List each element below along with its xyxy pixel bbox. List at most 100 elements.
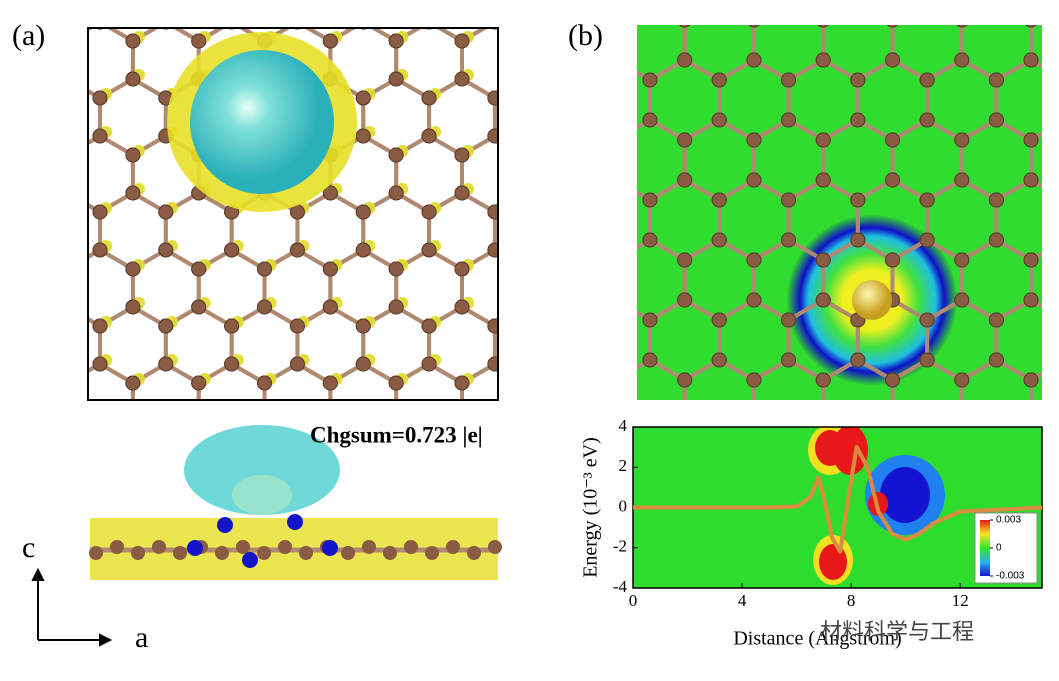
bond: [493, 362, 498, 369]
atom: [487, 356, 498, 372]
charge-lobe: [100, 12, 112, 24]
atom: [27, 243, 41, 257]
atom: [487, 318, 498, 334]
charge-lobe: [67, 69, 79, 81]
atom: [322, 185, 338, 201]
atom: [608, 293, 622, 307]
atom: [388, 71, 404, 87]
atom: [92, 318, 108, 334]
atom: [488, 433, 502, 447]
atom: [554, 15, 568, 29]
bond: [546, 360, 581, 380]
bond: [166, 421, 199, 440]
charge-lobe: [232, 12, 244, 24]
bond: [528, 307, 561, 326]
atom: [574, 73, 588, 87]
atom: [954, 252, 970, 268]
bond: [34, 250, 67, 269]
atom: [125, 261, 141, 277]
atom: [92, 242, 108, 258]
atom: [608, 373, 622, 387]
atom: [191, 299, 207, 315]
atom: [355, 356, 371, 372]
atom: [554, 205, 568, 219]
atom: [355, 128, 371, 144]
atom: [467, 546, 481, 560]
atom: [521, 376, 535, 390]
atom: [292, 28, 302, 30]
charge-lobe: [528, 31, 540, 43]
atom: [292, 28, 302, 30]
atom: [608, 53, 622, 67]
charge-lobe: [166, 430, 178, 442]
charge-lobe: [495, 12, 507, 24]
atom: [454, 375, 470, 391]
charge-lobe: [67, 259, 79, 271]
bond: [34, 307, 67, 326]
atom: [60, 262, 74, 276]
atom: [885, 413, 899, 427]
bond: [858, 0, 893, 20]
atom: [920, 0, 934, 7]
charge-lobe: [363, 12, 375, 24]
atom: [27, 129, 41, 143]
charge-lobe: [528, 69, 540, 81]
atom: [487, 128, 498, 144]
atom: [919, 72, 935, 88]
charge-lobe: [265, 411, 277, 423]
charge-lobe: [297, 12, 309, 24]
atom: [677, 132, 693, 148]
panel-label: (a): [12, 19, 45, 52]
bond: [996, 0, 1031, 20]
atom: [956, 25, 968, 28]
atom: [884, 132, 900, 148]
atom: [227, 28, 237, 30]
atom: [642, 312, 658, 328]
atom: [850, 112, 866, 128]
charge-lobe: [528, 259, 540, 271]
y-tick-label: 0: [619, 496, 628, 515]
atom: [0, 300, 8, 314]
atom: [454, 261, 470, 277]
charge-lobe: [100, 12, 112, 24]
atom: [0, 34, 8, 48]
charge-lobe: [561, 202, 573, 214]
charge-lobe: [1, 145, 13, 157]
atom: [989, 0, 1003, 7]
atom: [424, 28, 434, 30]
line-series: [633, 445, 1043, 554]
atom: [388, 185, 404, 201]
atom: [224, 318, 240, 334]
atom: [851, 0, 865, 7]
charge-lobe: [100, 430, 112, 442]
charge-lobe: [462, 411, 474, 423]
atom: [358, 28, 368, 30]
atom: [884, 252, 900, 268]
bond: [528, 136, 561, 155]
atom: [60, 376, 74, 390]
charge-lobe: [67, 145, 79, 157]
atom: [446, 540, 460, 554]
atom: [1025, 25, 1037, 28]
charge-lobe: [232, 12, 244, 24]
bond: [1, 307, 34, 326]
bond: [493, 93, 498, 100]
charge-lobe: [561, 354, 573, 366]
charge-lobe: [67, 297, 79, 309]
atom: [782, 0, 796, 7]
atom: [608, 293, 622, 307]
atom: [521, 148, 535, 162]
atom: [954, 172, 970, 188]
charge-lobe: [133, 411, 145, 423]
atom: [1023, 372, 1039, 388]
bond: [1, 193, 34, 212]
atom: [539, 373, 553, 387]
bond: [546, 60, 581, 80]
atom: [60, 262, 74, 276]
atom: [421, 242, 437, 258]
atom: [521, 186, 535, 200]
atom: [388, 33, 404, 49]
atom: [125, 71, 141, 87]
atom: [746, 252, 762, 268]
charge-lobe: [67, 183, 79, 195]
